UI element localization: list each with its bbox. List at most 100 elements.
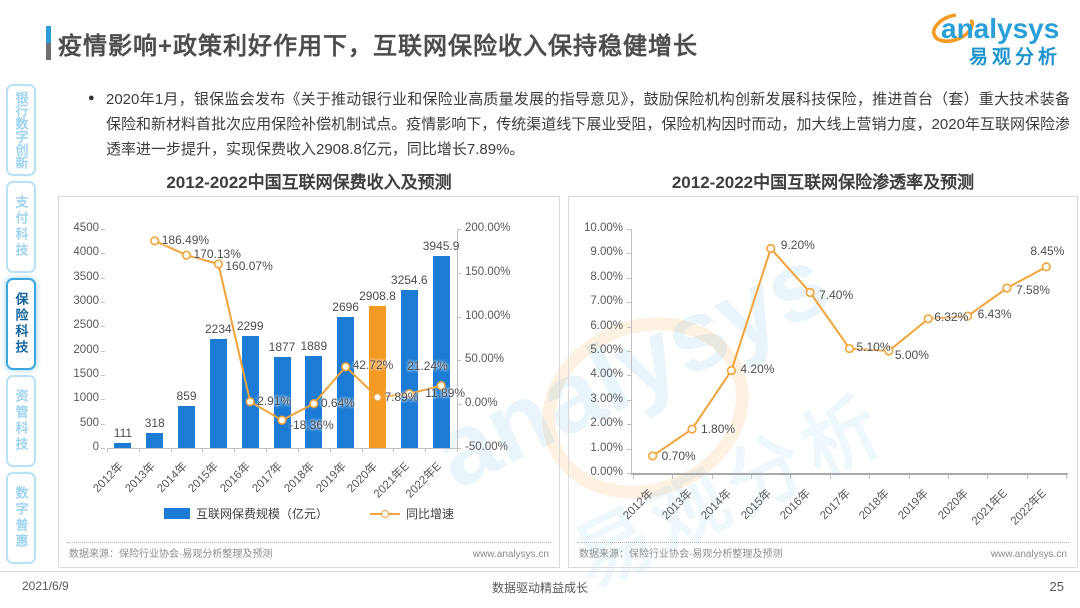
right-chart-title: 2012-2022中国互联网保险渗透率及预测 [671, 173, 975, 192]
x-axis-tick [107, 448, 108, 452]
bar [146, 432, 164, 448]
sidebar-item-payment-tech[interactable]: 支付科技 [6, 181, 36, 273]
x-axis-tick [457, 448, 458, 452]
footer-divider [0, 571, 1080, 572]
y-axis-tick [457, 316, 461, 318]
bar-value-label: 111 [113, 425, 133, 440]
page-number: 25 [1049, 579, 1064, 594]
y-axis-tick [101, 399, 105, 401]
logo-brand-cn-text: 易观分析 [969, 45, 1061, 68]
bar-value-label: 2908.8 [359, 289, 396, 304]
y-axis-tick [457, 229, 461, 230]
x-axis-tick [425, 448, 427, 452]
legend-label-bars: 互联网保费规模（亿元） [195, 507, 328, 521]
y-axis-tick [457, 404, 461, 406]
bar-value-label: 3945.9 [422, 238, 460, 253]
growth-value-label: 11.89% [425, 385, 466, 400]
y-axis-tick [627, 253, 631, 255]
y-axis-tick [101, 277, 105, 279]
bar [432, 255, 450, 448]
y-axis-left-label: 2500 [73, 319, 99, 332]
summary-paragraph: 2020年1月，银保监会发布《关于推动银行业和保险业高质量发展的指导意见》，鼓励… [106, 91, 1070, 158]
growth-value-label: 186.49% [161, 232, 210, 247]
logo-icon: analysys 易观分析 [931, 13, 1061, 68]
legend-item-line: 同比增速 [370, 505, 454, 522]
right-axis-line [457, 229, 458, 448]
x-axis-tick [869, 475, 871, 479]
y-axis-label: 5.00% [590, 344, 623, 356]
analysys-logo: analysys 易观分析 [926, 6, 1076, 75]
y-axis-right-label: 200.00% [465, 222, 511, 234]
bullet-icon: ● [88, 92, 95, 104]
y-axis-tick [627, 277, 631, 279]
x-axis-tick [1066, 475, 1067, 479]
y-axis-tick [101, 375, 105, 376]
y-axis-label: 9.00% [590, 246, 623, 259]
x-axis-tick [633, 475, 634, 479]
premium-income-chart-panel: 互联网保费规模（亿元） 同比增速 数据来源：保险行业协会·易观分析整理及预测 w… [58, 196, 560, 568]
sidebar-item-asset-mgmt-tech[interactable]: 资管科技 [6, 375, 36, 467]
bar-value-label: 1889 [300, 339, 328, 354]
growth-value-label: 42.72% [352, 357, 394, 372]
x-axis-tick [672, 475, 674, 479]
y-axis-tick [457, 272, 461, 274]
sidebar-item-banking-digital[interactable]: 银行数字创新 [6, 84, 36, 176]
growth-value-label: 160.07% [225, 258, 273, 273]
sidebar-item-digital-inclusion[interactable]: 数字普惠 [6, 472, 36, 564]
growth-value-label: 7.89% [384, 390, 419, 405]
y-axis-tick [101, 448, 105, 449]
penetration-value-label: 1.80% [701, 422, 736, 437]
x-axis-tick [751, 475, 753, 479]
penetration-value-label: 8.45% [1030, 243, 1065, 258]
y-axis-tick [101, 302, 105, 303]
penetration-value-label: 5.10% [856, 339, 891, 354]
growth-value-label: 0.64% [320, 395, 355, 410]
y-axis-tick [627, 375, 631, 377]
y-axis-label: 3.00% [590, 392, 623, 405]
y-axis-left-label: 3000 [73, 295, 99, 307]
growth-value-label: 21.24% [407, 358, 448, 373]
bar [368, 306, 386, 448]
x-axis-tick [234, 448, 236, 452]
bar-value-label: 2299 [236, 319, 264, 334]
bar [305, 356, 323, 448]
bar [114, 442, 132, 448]
y-axis-right-label: -50.00% [465, 441, 508, 453]
y-axis-tick [627, 473, 631, 474]
penetration-value-label: 9.20% [780, 237, 815, 252]
y-axis-tick [101, 423, 105, 425]
line-swatch-icon [370, 510, 400, 518]
y-axis-tick [457, 360, 461, 362]
page-title: 疫情影响+政策利好作用下，互联网保险收入保持稳健增长 [58, 33, 699, 60]
x-axis-line [631, 473, 1068, 475]
data-source-note: 数据来源：保险行业协会·易观分析整理及预测 [69, 549, 273, 560]
bar [337, 316, 355, 448]
legend-item-bars: 互联网保费规模（亿元） [163, 505, 328, 522]
y-axis-line [631, 229, 632, 473]
bar [178, 406, 196, 448]
footer-date: 2021/6/9 [22, 579, 69, 593]
bar-value-label: 859 [176, 389, 197, 404]
penetration-value-label: 0.70% [661, 448, 696, 463]
y-axis-left-label: 2000 [73, 343, 99, 356]
penetration-value-label: 4.20% [740, 361, 775, 376]
growth-value-label: 2.91% [257, 393, 292, 408]
y-axis-left-label: 1000 [73, 392, 99, 405]
y-axis-tick [627, 326, 631, 328]
y-axis-label: 6.00% [590, 319, 623, 332]
x-axis-tick [297, 448, 299, 452]
x-axis-tick [1026, 475, 1028, 479]
x-axis-tick [829, 475, 831, 479]
y-axis-tick [627, 424, 631, 426]
x-axis-tick [790, 475, 792, 479]
y-axis-tick [627, 351, 631, 352]
penetration-value-label: 6.32% [934, 309, 969, 324]
sidebar-item-insurance-tech[interactable]: 保险科技 [6, 278, 36, 370]
x-axis-tick [947, 475, 949, 479]
y-axis-tick [457, 448, 461, 449]
y-axis-tick [101, 350, 105, 352]
x-axis-tick [711, 475, 713, 479]
penetration-value-label: 7.40% [819, 288, 854, 303]
x-axis-line [107, 448, 457, 449]
y-axis-label: 8.00% [590, 270, 623, 283]
